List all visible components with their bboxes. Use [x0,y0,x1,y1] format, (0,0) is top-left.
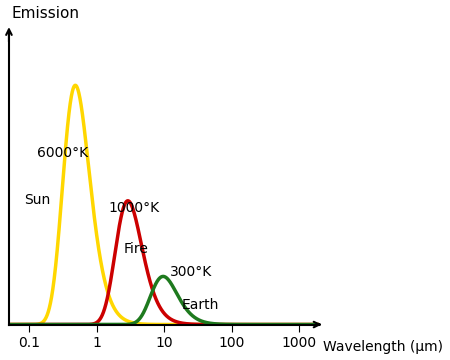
Text: Fire: Fire [123,242,148,256]
Text: Wavelength (μm): Wavelength (μm) [323,339,443,354]
Text: 1000°K: 1000°K [108,201,160,215]
Text: Earth: Earth [181,298,219,312]
Text: 300°K: 300°K [170,265,212,279]
Text: Sun: Sun [24,193,51,207]
Text: 6000°K: 6000°K [37,145,88,159]
Text: Emission: Emission [12,6,80,21]
